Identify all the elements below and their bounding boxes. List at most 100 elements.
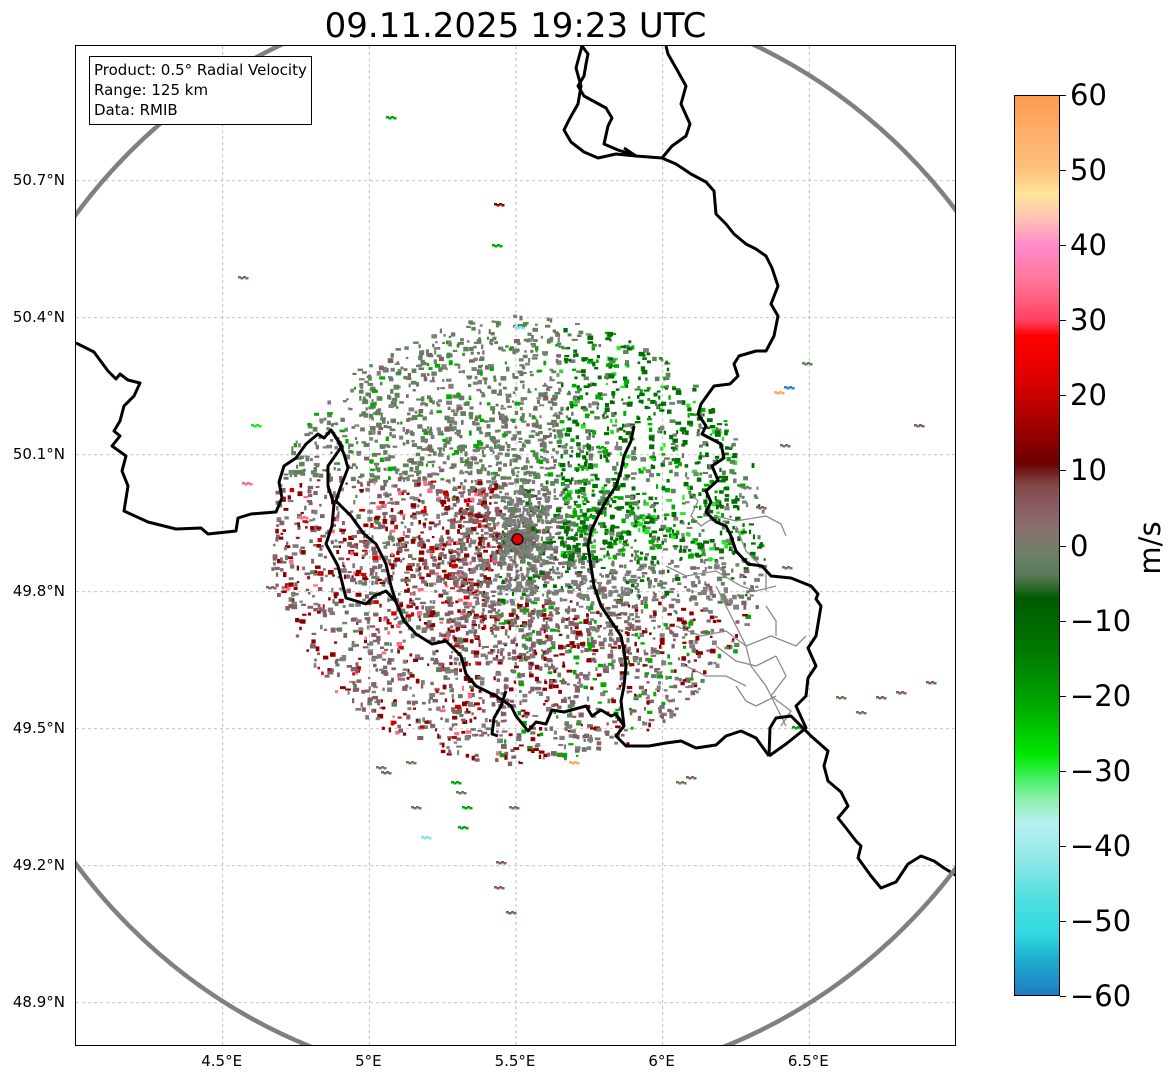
echo-bin [587,631,592,637]
echo-bin [596,624,600,630]
echo-bin [609,569,616,573]
echo-bin [605,731,610,736]
echo-bin [461,447,465,452]
echo-bin [507,652,511,657]
radar-map[interactable] [75,45,956,1046]
echo-bin [660,358,664,362]
echo-bin [529,532,535,537]
echo-bin [612,380,618,384]
echo-bin [496,678,500,682]
echo-bin [422,562,427,566]
echo-bin [466,613,471,618]
echo-bin [327,670,334,675]
echo-bin [555,623,560,628]
echo-bin [733,438,739,441]
echo-bin [743,569,750,574]
echo-bin [372,478,378,483]
echo-bin [420,725,425,729]
echo-bin [519,500,525,503]
echo-bin [752,534,756,540]
echo-bin [507,541,512,545]
echo-bin [609,514,615,520]
echo-bin [643,389,650,392]
echo-bin [406,377,412,381]
echo-bin [582,543,589,547]
echo-bin [342,621,348,625]
echo-bin [527,579,533,585]
echo-bin [398,473,403,476]
echo-bin [441,512,445,516]
echo-bin [408,724,411,726]
echo-bin [437,489,443,494]
echo-bin [482,377,488,381]
echo-bin [371,657,376,662]
echo-bin [419,576,425,580]
echo-bin [397,477,402,482]
echo-bin [721,566,727,569]
echo-bin [558,411,563,414]
echo-bin [589,626,595,631]
echo-bin [438,662,444,667]
echo-bin [511,563,514,569]
echo-bin [517,546,521,551]
echo-bin [503,463,508,467]
echo-bin [400,559,403,563]
echo-bin [401,498,406,501]
echo-bin [532,601,538,605]
echo-bin [697,461,701,464]
echo-bin [391,611,397,616]
echo-bin [473,631,476,637]
echo-bin [382,687,385,691]
echo-bin [611,646,617,649]
echo-bin [464,470,470,474]
echo-bin [728,530,733,534]
echo-bin [659,705,665,709]
echo-bin [429,627,434,631]
echo-bin [668,699,672,703]
echo-bin [611,659,616,664]
echo-bin [692,618,696,622]
echo-bin [517,454,521,457]
echo-bin [288,603,295,609]
echo-bin [447,498,451,502]
echo-bin [542,441,547,446]
echo-bin [535,432,540,436]
echo-bin [542,444,546,449]
echo-bin [746,596,751,601]
echo-bin [632,628,637,631]
echo-bin [420,436,425,440]
echo-bin [638,594,641,599]
echo-bin [572,537,578,541]
echo-bin [395,730,400,735]
echo-bin [694,649,699,654]
echo-bin [530,541,533,546]
echo-bin [463,601,469,606]
echo-bin [469,497,475,501]
echo-bin [653,508,657,513]
echo-bin [646,478,650,482]
echo-bin [698,533,702,537]
echo-bin [524,323,527,327]
echo-bin [334,445,338,450]
echo-bin [623,612,628,616]
echo-bin [545,571,551,577]
echo-bin [333,593,338,599]
echo-bin [442,705,445,709]
echo-bin [754,496,759,499]
echo-bin [592,649,599,653]
echo-bin [622,543,627,546]
echo-bin [492,409,495,415]
echo-bin [339,429,345,433]
echo-bin [604,528,609,531]
echo-bin [656,515,660,520]
echo-bin [421,500,425,505]
echo-bin [586,696,590,702]
echo-bin [652,451,655,457]
echo-bin [586,659,593,663]
echo-bin [438,466,441,469]
echo-bin [411,368,417,374]
echo-bin [658,709,662,714]
echo-bin [648,565,651,570]
echo-bin [405,429,410,434]
echo-bin [612,359,616,364]
